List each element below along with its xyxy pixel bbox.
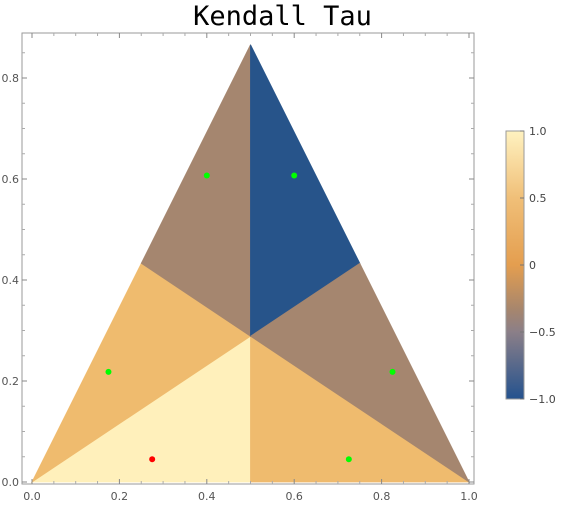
x-tick-label: 0.4 (198, 490, 216, 503)
x-tick-label: 0.0 (23, 490, 41, 503)
y-tick-label: 0.8 (2, 72, 20, 85)
marker-point-0 (149, 456, 156, 463)
plot-border (21, 32, 475, 485)
colorbar-tick-label: 0 (529, 259, 536, 272)
chart-title: Kendall Tau (193, 1, 372, 32)
colorbar: 1.0 0.5 0 −0.5 −1.0 (505, 125, 556, 406)
marker-point-2 (203, 172, 210, 179)
marker-points (105, 172, 396, 463)
x-tick-label: 1.0 (460, 490, 478, 503)
y-tick-label: 0.0 (2, 476, 20, 489)
marker-point-5 (345, 456, 352, 463)
colorbar-tick-label: 1.0 (529, 125, 547, 138)
x-tick-label: 0.2 (111, 490, 129, 503)
marker-point-4 (389, 368, 396, 375)
marker-point-1 (105, 368, 112, 375)
x-tick-label: 0.6 (285, 490, 303, 503)
colorbar-tick-label: 0.5 (529, 192, 547, 205)
y-tick-label: 0.2 (2, 375, 20, 388)
y-tick-label: 0.6 (2, 173, 20, 186)
plot-frame (21, 32, 475, 485)
colorbar-tick-label: −1.0 (529, 393, 556, 406)
region-right-middle (249, 262, 471, 484)
triangle-regions (30, 44, 471, 484)
colorbar-tick-label: −0.5 (529, 326, 556, 339)
axes: 0.0 0.2 0.4 0.6 0.8 1.0 0.0 0.2 0.4 0.6 0.8 (2, 33, 478, 503)
y-tick-label: 0.4 (2, 274, 20, 287)
marker-point-3 (291, 172, 298, 179)
x-tick-label: 0.8 (373, 490, 391, 503)
